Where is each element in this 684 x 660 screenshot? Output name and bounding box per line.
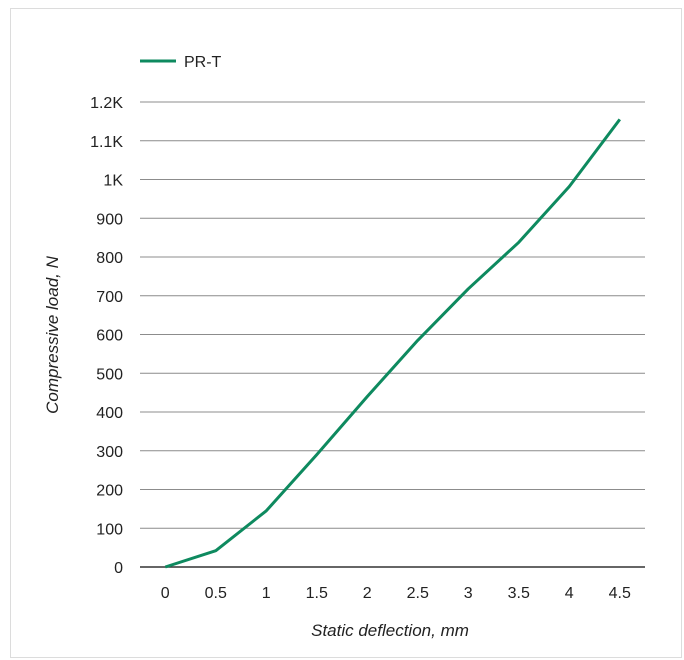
series-line-pr-t: [164, 118, 621, 569]
y-tick-label: 900: [96, 211, 123, 228]
x-axis-title: Static deflection, mm: [311, 621, 469, 640]
y-tick-label: 1K: [103, 173, 123, 190]
y-tick-label: 100: [96, 521, 123, 538]
y-tick-label: 300: [96, 444, 123, 461]
x-tick-label: 4.5: [609, 585, 631, 602]
x-tick-label: 4: [565, 585, 574, 602]
y-tick-label: 500: [96, 366, 123, 383]
x-tick-label: 1.5: [306, 585, 328, 602]
y-tick-label: 0: [114, 560, 123, 577]
x-tick-label: 2: [363, 585, 372, 602]
x-tick-label: 0: [161, 585, 170, 602]
x-tick-label: 1: [262, 585, 271, 602]
y-tick-label: 700: [96, 289, 123, 306]
x-tick-label: 2.5: [407, 585, 429, 602]
y-tick-label: 1.2K: [90, 95, 123, 112]
series-lines: [164, 118, 621, 569]
y-tick-label: 400: [96, 405, 123, 422]
y-tick-label: 1.1K: [90, 134, 123, 151]
x-tick-label: 0.5: [205, 585, 227, 602]
y-tick-label: 800: [96, 250, 123, 267]
x-tick-label: 3.5: [508, 585, 530, 602]
x-tick-labels: 0 0.5 1 1.5 2 2.5 3 3.5 4 4.5: [161, 585, 631, 602]
gridlines: [140, 101, 645, 568]
y-tick-label: 200: [96, 483, 123, 500]
legend-label-pr-t: PR-T: [184, 54, 222, 71]
y-tick-labels: 0 100 200 300 400 500 600 700 800 900 1K 1.1K 1.2K: [90, 95, 123, 577]
y-tick-label: 600: [96, 328, 123, 345]
x-tick-label: 3: [464, 585, 473, 602]
y-axis-title: Compressive load, N: [43, 255, 62, 414]
legend: PR-T: [140, 54, 222, 71]
chart-frame: [10, 8, 682, 658]
